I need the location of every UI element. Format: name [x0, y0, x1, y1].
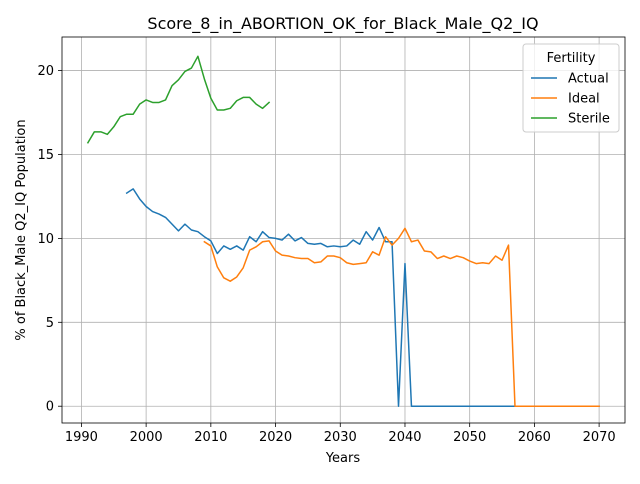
plot-area-frame [61, 36, 626, 424]
y-axis-ticks: 0 5 10 15 20 [37, 64, 62, 415]
x-axis-label: Years [325, 451, 361, 466]
y-tick-label: 10 [37, 232, 54, 247]
x-tick-label: 1990 [65, 430, 98, 445]
legend-box [522, 43, 620, 133]
x-tick-label: 2070 [583, 430, 616, 445]
y-axis-label: % of Black_Male Q2_IQ Population [14, 119, 29, 340]
y-tick-label: 0 [46, 400, 54, 415]
legend-label-sterile: Sterile [568, 112, 610, 127]
y-tick-label: 5 [46, 316, 54, 331]
legend-label-actual: Actual [568, 72, 609, 87]
x-tick-label: 2020 [259, 430, 292, 445]
series-line-sterile [86, 55, 271, 144]
x-tick-label: 2060 [518, 430, 551, 445]
legend: Fertility Actual Ideal Sterile [522, 43, 620, 133]
y-tick-label: 15 [37, 148, 54, 163]
x-tick-label: 2010 [194, 430, 227, 445]
chart-title: Score_8_in_ABORTION_OK_for_Black_Male_Q2… [147, 14, 538, 34]
series-line-ideal [203, 227, 600, 407]
y-tick-label: 20 [37, 64, 54, 79]
x-axis-ticks: 1990 2000 2010 2020 2030 2040 2050 2060 2070 [65, 423, 616, 445]
x-tick-label: 2040 [388, 430, 421, 445]
series-lines [86, 55, 600, 407]
legend-title: Fertility [547, 51, 596, 66]
x-tick-label: 2030 [324, 430, 357, 445]
legend-label-ideal: Ideal [568, 92, 600, 107]
x-tick-label: 2000 [130, 430, 163, 445]
series-line-actual [125, 188, 600, 407]
x-tick-label: 2050 [453, 430, 486, 445]
legend-entries: Actual Ideal Sterile [531, 72, 610, 127]
